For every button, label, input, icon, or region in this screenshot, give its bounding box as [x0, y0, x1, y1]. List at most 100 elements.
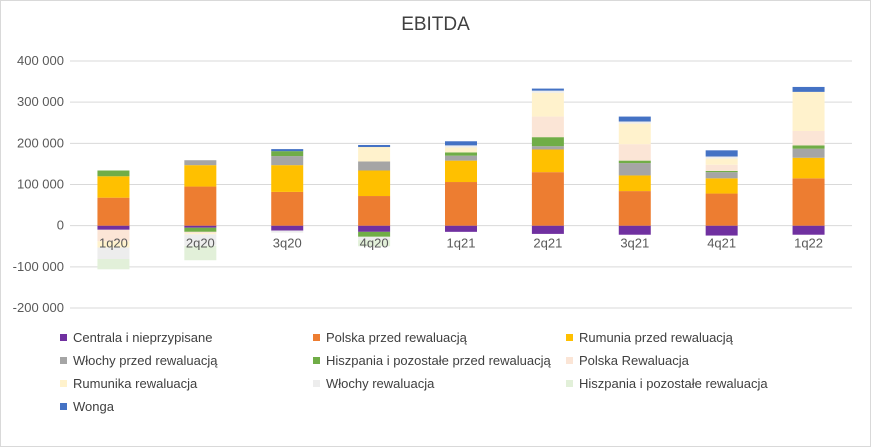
legend-item: Centrala i nieprzypisane — [60, 330, 212, 346]
legend-item: Polska przed rewaluacją — [313, 330, 467, 346]
bar-segment — [705, 225, 738, 236]
bar-segment — [358, 231, 391, 237]
x-tick-label: 1q22 — [794, 236, 823, 251]
bar-segment — [184, 234, 217, 246]
x-tick-label: 3q21 — [620, 236, 649, 251]
legend-swatch — [313, 334, 320, 342]
y-tick-label: -200 000 — [13, 300, 64, 315]
bar-segment — [445, 155, 477, 161]
legend-item: Hiszpania i pozostałe przed rewaluacją — [313, 353, 551, 369]
bar-segment — [705, 193, 738, 226]
bar-segment — [792, 148, 825, 158]
bar-segment — [705, 178, 738, 194]
bar-segment — [184, 231, 217, 234]
legend-swatch — [60, 403, 67, 411]
x-tick-label: 2q21 — [533, 236, 562, 251]
bar-segment — [618, 160, 651, 164]
bar-segment — [271, 225, 304, 231]
x-tick-label: 1q21 — [447, 236, 476, 251]
bar-segment — [97, 241, 130, 248]
bar-segment — [271, 149, 304, 152]
bar-segment — [531, 137, 564, 147]
bar-segment — [271, 230, 304, 233]
legend-item: Wonga — [60, 399, 114, 415]
legend-label: Włochy przed rewaluacją — [73, 353, 218, 368]
bar-segment — [618, 163, 651, 176]
y-tick-label: 100 000 — [17, 177, 64, 192]
bar-segment — [358, 161, 391, 171]
bar-segment — [792, 225, 825, 235]
legend-label: Rumunika rewaluacja — [73, 376, 198, 391]
y-tick-label: 0 — [57, 218, 64, 233]
legend-item: Rumunika rewaluacja — [60, 376, 197, 392]
bar-segment — [792, 157, 825, 179]
bar-segment — [184, 186, 217, 226]
bar-segment — [445, 152, 477, 156]
bar-segment — [618, 225, 651, 235]
y-tick-label: 300 000 — [17, 94, 64, 109]
legend-swatch — [566, 380, 573, 388]
bar-segment — [618, 144, 651, 161]
legend-swatch — [60, 357, 67, 365]
bar-segment — [271, 191, 304, 226]
bar-segment — [792, 145, 825, 149]
legend-swatch — [60, 334, 67, 342]
bar-segment — [97, 247, 130, 260]
bar-segment — [97, 170, 130, 177]
bar-segment — [184, 245, 217, 261]
bar-segment — [531, 90, 564, 93]
bar-segment — [705, 156, 738, 159]
legend-item: Włochy rewaluacja — [313, 376, 434, 392]
bar-segment — [358, 144, 391, 148]
bar-segment — [531, 149, 564, 173]
legend-label: Włochy rewaluacja — [326, 376, 435, 391]
x-tick-label: 1q20 — [99, 236, 128, 251]
x-tick-label: 2q20 — [186, 236, 215, 251]
legend-item: Rumunia przed rewaluacją — [566, 330, 733, 346]
bar-segment — [792, 178, 825, 226]
bar-segment — [792, 130, 825, 146]
bar-segment — [445, 160, 477, 183]
legend-label: Hiszpania i pozostałe rewaluacja — [579, 376, 768, 391]
legend-item: Hiszpania i pozostałe rewaluacja — [566, 376, 768, 392]
bar-segment — [531, 88, 564, 91]
legend-label: Wonga — [73, 399, 114, 414]
legend-swatch — [60, 380, 67, 388]
bar-segment — [445, 182, 477, 226]
bar-segment — [97, 259, 130, 270]
bar-segment — [97, 225, 130, 230]
y-tick-label: -100 000 — [13, 259, 64, 274]
bar-segment — [531, 92, 564, 117]
bar-segment — [705, 170, 738, 173]
chart-title: EBITDA — [401, 14, 470, 35]
bar-segment — [358, 225, 391, 232]
legend-swatch — [313, 357, 320, 365]
bar-segment — [271, 165, 304, 192]
bar-segment — [445, 147, 477, 153]
bar-segment — [358, 196, 391, 226]
bar-segment — [531, 225, 564, 234]
bar-segment — [184, 225, 217, 228]
x-tick-label: 3q20 — [273, 236, 302, 251]
x-tick-label: 4q20 — [360, 236, 389, 251]
legend-item: Włochy przed rewaluacją — [60, 353, 218, 369]
bar-segment — [618, 123, 651, 145]
legend-swatch — [566, 334, 573, 342]
bar-segment — [184, 233, 217, 235]
bar-segment — [358, 240, 391, 247]
legend-label: Centrala i nieprzypisane — [73, 330, 213, 345]
bar-segment — [445, 145, 477, 148]
x-tick-label: 4q21 — [707, 236, 736, 251]
legend-label: Rumunia przed rewaluacją — [579, 330, 733, 345]
bar-segment — [358, 236, 391, 241]
bar-segment — [705, 172, 738, 179]
bar-segment — [531, 116, 564, 138]
bar-segment — [705, 158, 738, 165]
bar-segment — [445, 225, 477, 232]
bar-segment — [792, 86, 825, 92]
bar-segment — [184, 165, 217, 187]
bar-segment — [705, 164, 738, 171]
y-tick-label: 200 000 — [17, 135, 64, 150]
legend-swatch — [566, 357, 573, 365]
bar-segment — [705, 150, 738, 157]
